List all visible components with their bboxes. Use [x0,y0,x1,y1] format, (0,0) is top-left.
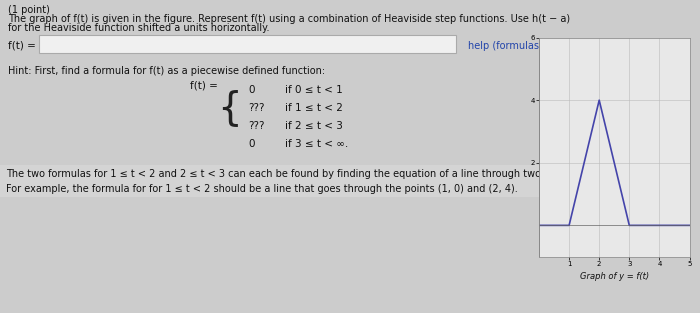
Text: if 1 ≤ t < 2: if 1 ≤ t < 2 [285,103,343,113]
Text: f(t) =: f(t) = [190,81,218,91]
Text: if 2 ≤ t < 3: if 2 ≤ t < 3 [285,121,343,131]
Text: Graph of y = f(t): Graph of y = f(t) [580,272,649,281]
Text: help (formulas): help (formulas) [468,41,542,51]
Text: (1 point): (1 point) [8,5,50,15]
FancyBboxPatch shape [0,180,561,197]
Text: The graph of f(t) is given in the figure. Represent f(t) using a combination of : The graph of f(t) is given in the figure… [8,14,570,24]
Text: if 0 ≤ t < 1: if 0 ≤ t < 1 [285,85,343,95]
Text: For example, the formula for for 1 ≤ t < 2 should be a line that goes through th: For example, the formula for for 1 ≤ t <… [6,184,518,194]
Text: for the Heaviside function shifted a units horizontally.: for the Heaviside function shifted a uni… [8,23,270,33]
Text: {: { [218,89,242,127]
Text: 0: 0 [248,85,255,95]
Text: ???: ??? [248,103,265,113]
Text: f(t) =: f(t) = [8,41,36,51]
Text: The two formulas for 1 ≤ t < 2 and 2 ≤ t < 3 can each be found by finding the eq: The two formulas for 1 ≤ t < 2 and 2 ≤ t… [6,169,577,179]
Text: ???: ??? [248,121,265,131]
FancyBboxPatch shape [39,35,456,53]
Text: Hint: First, find a formula for f(t) as a piecewise defined function:: Hint: First, find a formula for f(t) as … [8,66,325,76]
Text: if 3 ≤ t < ∞.: if 3 ≤ t < ∞. [285,139,349,149]
Text: 0: 0 [248,139,255,149]
FancyBboxPatch shape [0,165,561,182]
